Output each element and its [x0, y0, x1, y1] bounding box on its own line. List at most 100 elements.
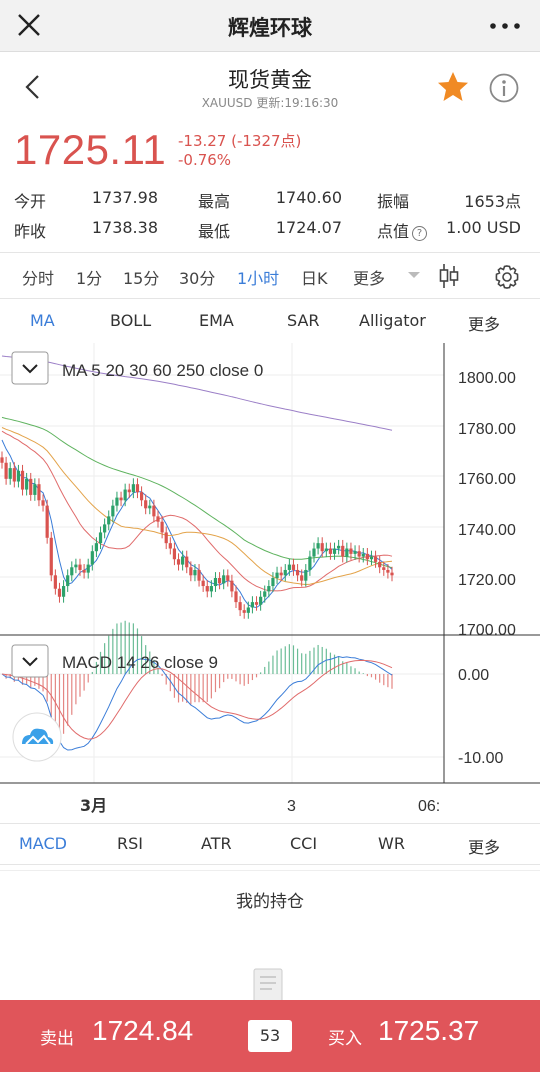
candlestick-icon[interactable] [436, 262, 462, 290]
back-arrow-icon[interactable] [18, 72, 46, 102]
ma-toggle-button[interactable] [11, 351, 49, 385]
tab-period-more[interactable]: 更多 [353, 269, 386, 288]
candle [250, 602, 255, 608]
tab-period-30m[interactable]: 30分 [179, 269, 216, 288]
close-icon[interactable] [14, 10, 44, 40]
candle [279, 572, 283, 576]
tab-indicator-alligator[interactable]: Alligator [359, 311, 426, 330]
stat-value-open: 1737.98 [91, 188, 158, 207]
tab-indicator-atr[interactable]: ATR [201, 834, 232, 853]
stat-label-open: 今开 [14, 192, 47, 211]
candle [139, 492, 144, 501]
candle [111, 505, 115, 517]
tab-indicator-boll[interactable]: BOLL [110, 311, 152, 330]
app-title: 辉煌环球 [228, 16, 312, 40]
cloud-float-button[interactable] [12, 712, 62, 762]
tab-indicator-wr[interactable]: WR [378, 834, 405, 853]
buy-label[interactable]: 买入 [328, 1029, 362, 1049]
candle [115, 497, 119, 506]
candle [25, 478, 29, 490]
macd-dea-line [1, 659, 393, 740]
candle [308, 556, 312, 570]
tab-indicator-more[interactable]: 更多 [468, 838, 501, 857]
gear-icon[interactable] [494, 264, 520, 290]
favorite-star-icon[interactable] [436, 70, 470, 104]
tab-period-1m[interactable]: 1分 [76, 269, 103, 288]
candle [271, 578, 275, 587]
candle [304, 569, 308, 581]
candle [185, 556, 189, 568]
time-tick: 3 [287, 798, 296, 815]
positions-title: 我的持仓 [236, 892, 304, 912]
tab-period-timeshare[interactable]: 分时 [22, 269, 55, 288]
help-icon[interactable]: ? [412, 226, 428, 241]
stats-table: 今开 1737.98 最高 1740.60 振幅 1653点 昨收 1738.3… [0, 184, 540, 244]
stat-value-prev-close: 1738.38 [91, 218, 158, 237]
candle [341, 545, 345, 557]
chevron-down-icon[interactable] [408, 272, 420, 278]
candle [242, 610, 246, 613]
time-tick: 3月 [80, 796, 107, 815]
candle [197, 569, 201, 581]
tab-period-day[interactable]: 日K [301, 269, 328, 288]
tab-indicator-sar[interactable]: SAR [287, 311, 320, 330]
candle [45, 505, 49, 538]
candle [201, 580, 205, 587]
kline-chart[interactable]: MA 5 20 30 60 250 close 0 MACD 14 26 clo… [0, 343, 540, 823]
ma-line [1, 439, 393, 609]
candle [189, 567, 193, 576]
candles [0, 451, 394, 619]
tab-period-15m[interactable]: 15分 [123, 269, 160, 288]
stat-value-low: 1724.07 [275, 218, 342, 237]
candle [61, 586, 66, 597]
candle [259, 596, 263, 605]
candle [29, 478, 33, 495]
candle [70, 567, 74, 576]
candle [4, 462, 8, 479]
candle [127, 489, 131, 493]
stat-value-point-value: 1.00 USD [446, 218, 521, 237]
sell-label[interactable]: 卖出 [40, 1029, 74, 1049]
candle [131, 484, 135, 493]
candle [349, 548, 353, 554]
candle [222, 575, 226, 584]
info-icon[interactable] [488, 72, 520, 104]
candle [49, 537, 53, 576]
tab-indicator-more[interactable]: 更多 [468, 315, 501, 334]
macd-toggle-button[interactable] [11, 644, 49, 678]
candle [160, 521, 164, 533]
sub-indicator-tabs: MACD RSI ATR CCI WR 更多 [0, 823, 540, 865]
tab-indicator-rsi[interactable]: RSI [117, 834, 143, 853]
candle [168, 543, 172, 549]
candle [107, 516, 111, 525]
tab-indicator-ma[interactable]: MA [30, 311, 55, 330]
candle [86, 564, 90, 573]
time-tick: 06: [418, 798, 440, 815]
update-time: XAUUSD 更新:19:16:30 [201, 96, 339, 110]
tab-indicator-ema[interactable]: EMA [199, 311, 234, 330]
buy-price[interactable]: 1725.37 [378, 1015, 480, 1046]
candle [164, 532, 168, 544]
candle [357, 551, 361, 557]
candle [37, 484, 41, 501]
candle [78, 564, 82, 570]
price-tick: 1760.00 [458, 471, 516, 488]
stat-label-low: 最低 [198, 222, 231, 241]
candle [213, 578, 218, 587]
divider [0, 298, 540, 299]
ma-lines [1, 355, 393, 609]
candle [135, 484, 140, 493]
more-options-icon[interactable] [488, 14, 522, 38]
tab-indicator-macd[interactable]: MACD [19, 834, 67, 853]
candle [16, 470, 21, 482]
candle [365, 553, 369, 560]
candle [20, 470, 25, 490]
stat-row: 今开 1737.98 最高 1740.60 振幅 1653点 [0, 184, 540, 214]
sell-price[interactable]: 1724.84 [92, 1015, 194, 1046]
tab-indicator-cci[interactable]: CCI [290, 834, 318, 853]
tab-period-1h[interactable]: 1小时 [237, 265, 280, 301]
period-tabs: 分时 1分 15分 30分 1小时 日K 更多 [0, 254, 540, 301]
candle [300, 575, 304, 581]
candle [254, 602, 259, 605]
candle [246, 607, 250, 613]
